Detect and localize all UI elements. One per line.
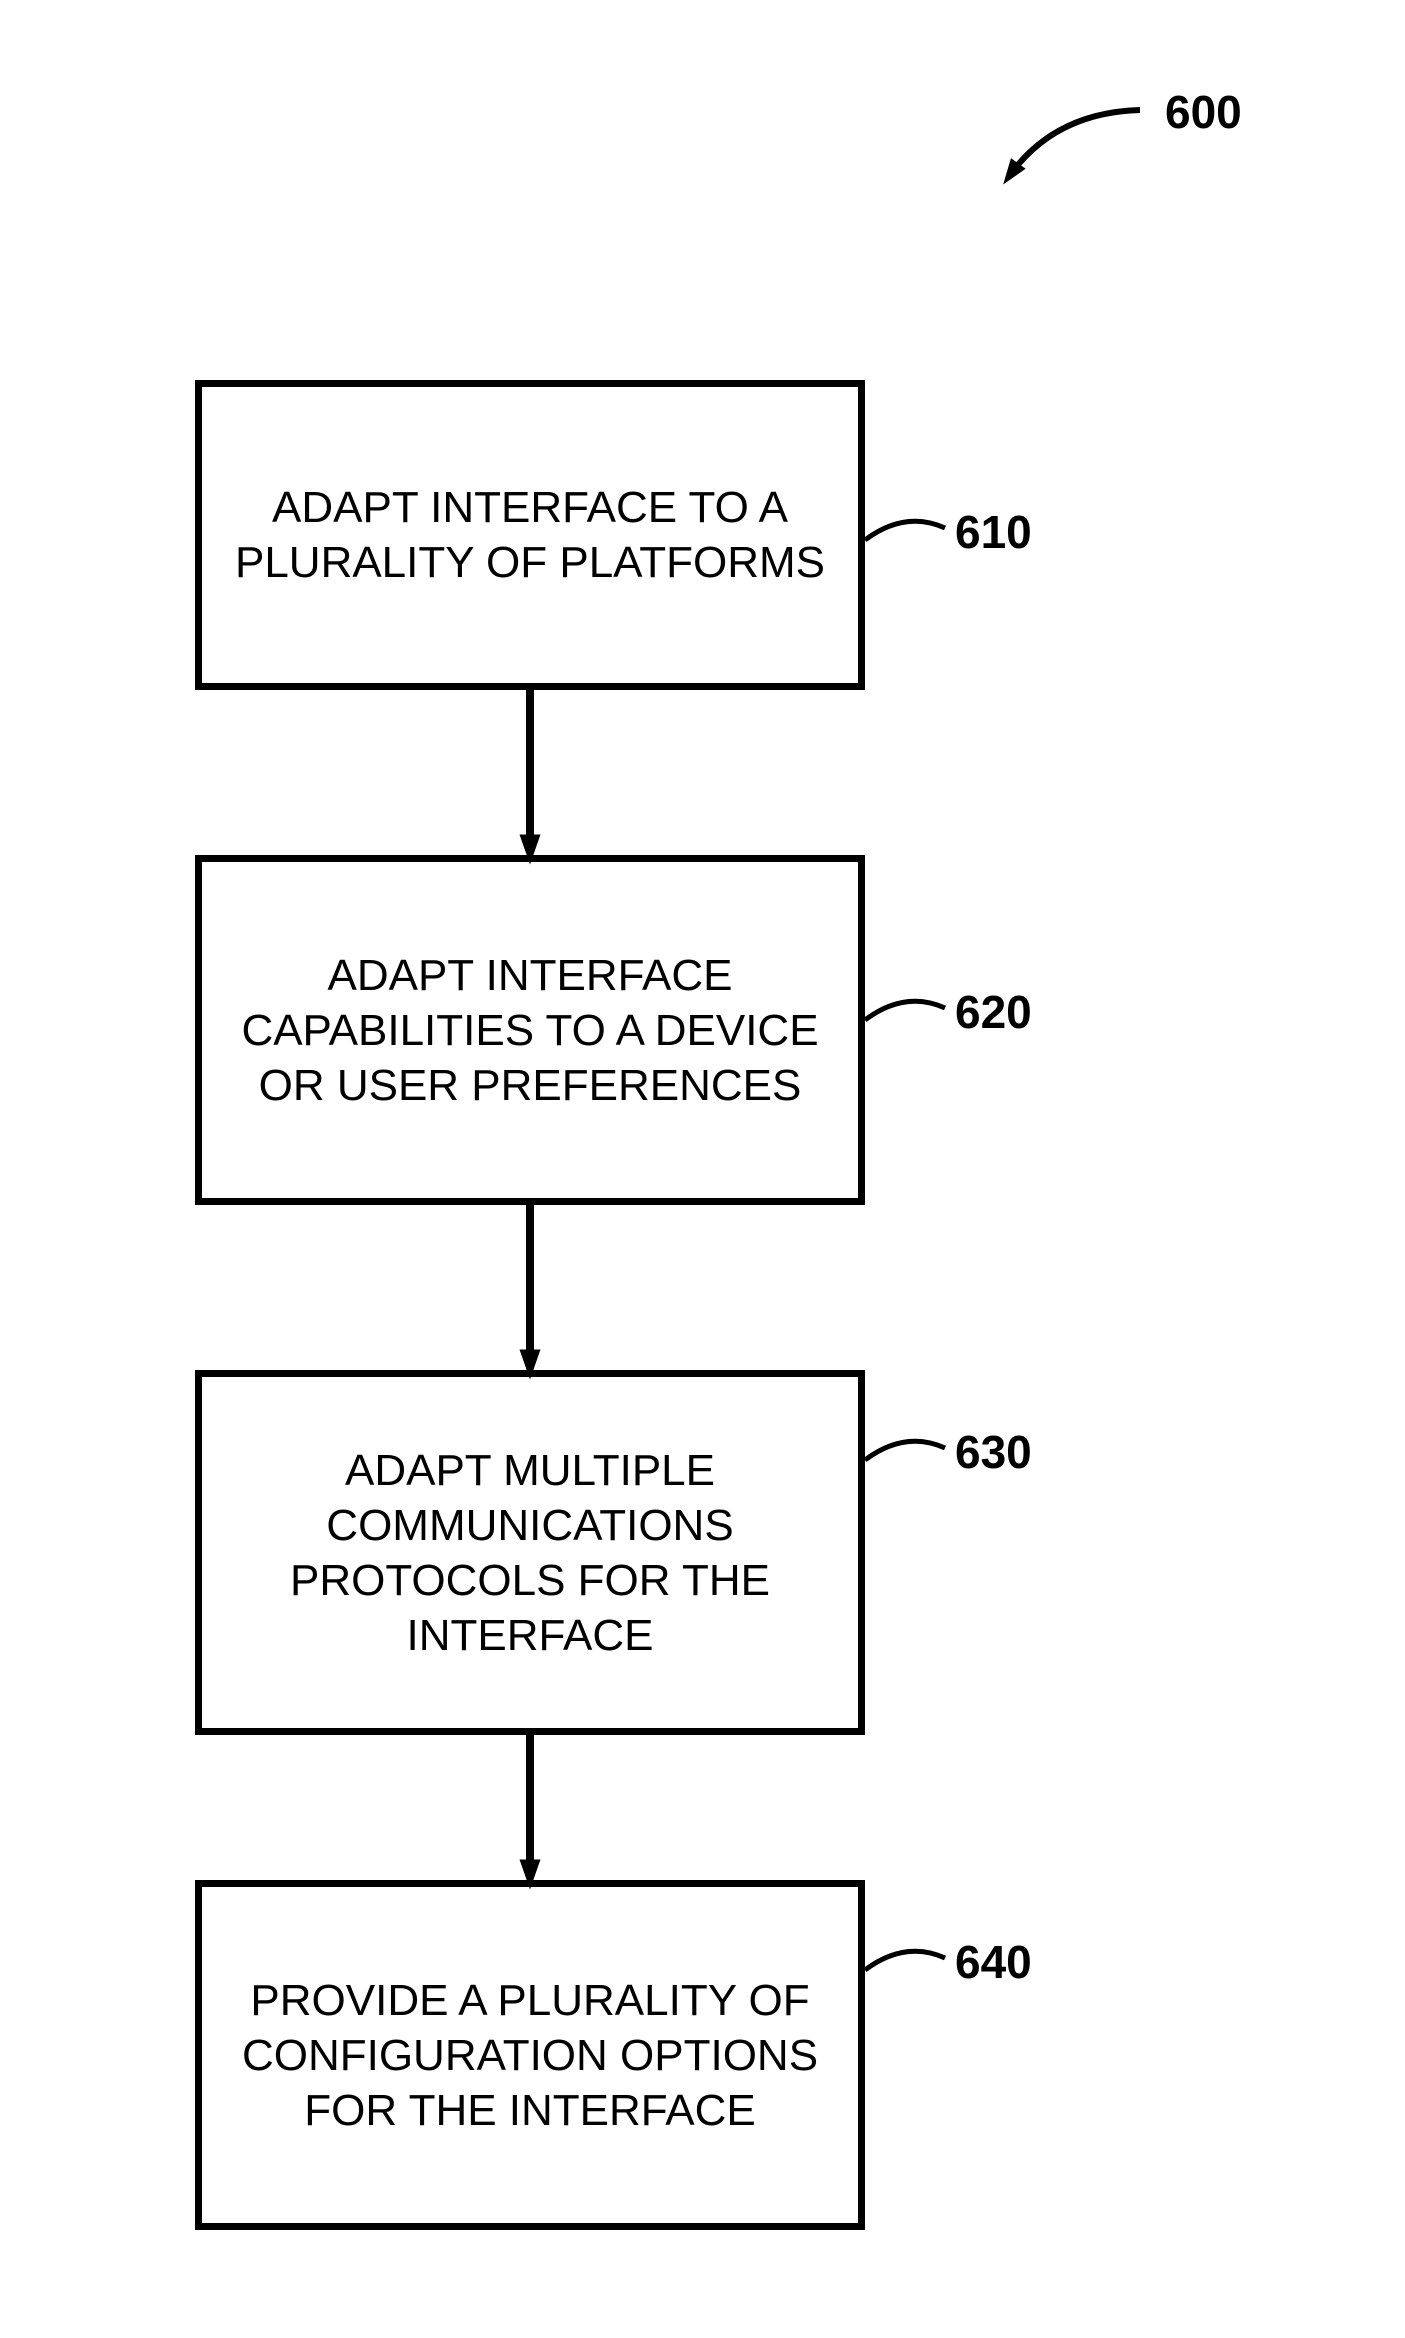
flow-node-640: PROVIDE A PLURALITY OF CONFIGURATION OPT… — [195, 1880, 865, 2230]
flow-node-620: ADAPT INTERFACE CAPABILITIES TO A DEVICE… — [195, 855, 865, 1205]
ref-label-610: 610 — [955, 505, 1032, 559]
flowchart-canvas: ADAPT INTERFACE TO A PLURALITY OF PLATFO… — [0, 0, 1405, 2338]
flow-node-620-text: ADAPT INTERFACE CAPABILITIES TO A DEVICE… — [241, 948, 818, 1113]
figure-ref-label: 600 — [1165, 85, 1242, 139]
flow-node-640-text: PROVIDE A PLURALITY OF CONFIGURATION OPT… — [242, 1973, 818, 2138]
ref-label-630: 630 — [955, 1425, 1032, 1479]
flow-node-610: ADAPT INTERFACE TO A PLURALITY OF PLATFO… — [195, 380, 865, 690]
flow-node-630-text: ADAPT MULTIPLE COMMUNICATIONS PROTOCOLS … — [290, 1443, 770, 1663]
flow-node-610-text: ADAPT INTERFACE TO A PLURALITY OF PLATFO… — [235, 480, 825, 590]
ref-label-620: 620 — [955, 985, 1032, 1039]
flow-node-630: ADAPT MULTIPLE COMMUNICATIONS PROTOCOLS … — [195, 1370, 865, 1735]
ref-label-640: 640 — [955, 1935, 1032, 1989]
